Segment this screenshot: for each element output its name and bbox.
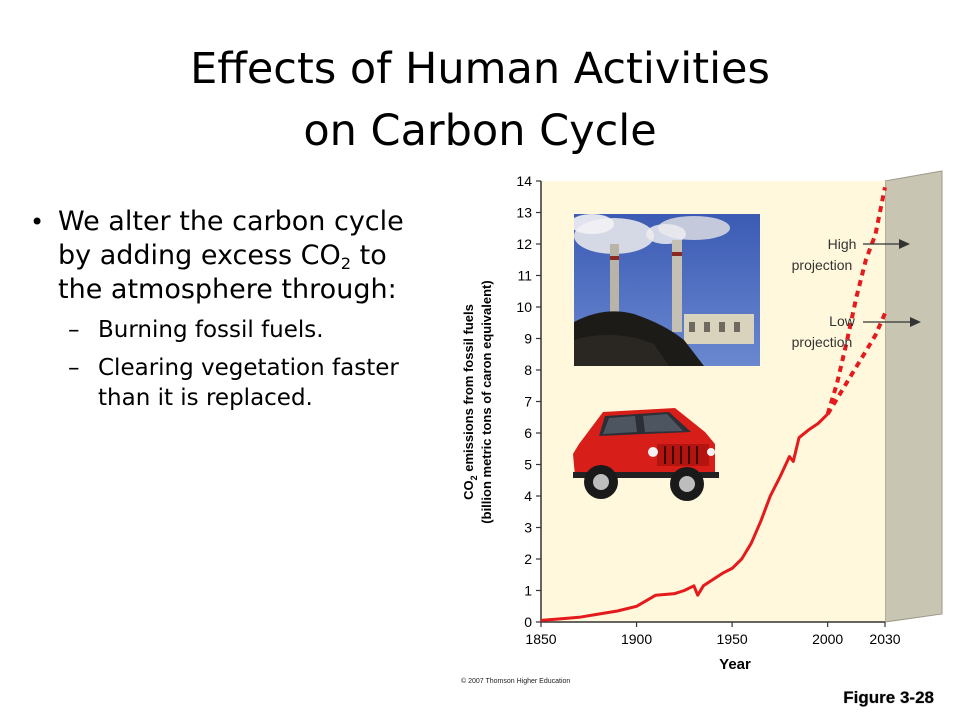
sub-bullet-2: – Clearing vegetation faster than it is … bbox=[30, 353, 410, 413]
series-lines bbox=[540, 186, 887, 622]
y-tick-label: 7 bbox=[524, 394, 532, 410]
dash-icon: – bbox=[68, 317, 80, 343]
y-tick-label: 14 bbox=[516, 173, 532, 189]
slide-title: Effects of Human Activities on Carbon Cy… bbox=[0, 38, 960, 162]
y-tick-label: 13 bbox=[516, 205, 532, 221]
low-projection-line bbox=[825, 312, 887, 416]
panel-depth-side bbox=[884, 170, 943, 623]
bullet-subscript: 2 bbox=[340, 254, 352, 273]
annotation-high-line2: projection bbox=[792, 257, 853, 273]
y-tick-label: 0 bbox=[524, 614, 532, 630]
arrowhead-icon bbox=[910, 317, 921, 327]
y-axis-label-line1: CO2 emissions from fossil fuels bbox=[461, 304, 479, 500]
x-axis-label: Year bbox=[719, 656, 751, 673]
copyright-text: © 2007 Thomson Higher Education bbox=[461, 677, 570, 685]
x-tick-label: 1850 bbox=[525, 631, 556, 647]
ylabel-sub: 2 bbox=[469, 475, 479, 480]
y-tick-label: 1 bbox=[524, 583, 532, 599]
x-axis-ticks: 1850 1900 1950 2000 2030 bbox=[525, 622, 901, 647]
bullet-main: • We alter the carbon cycle by adding ex… bbox=[30, 205, 410, 307]
y-tick-label: 11 bbox=[517, 268, 532, 284]
y-tick-label: 10 bbox=[516, 299, 532, 315]
bullet-text-post: to the atmosphere through: bbox=[58, 240, 397, 305]
bullet-text-pre: We alter the carbon cycle by adding exce… bbox=[58, 206, 404, 271]
dash-icon: – bbox=[68, 355, 80, 381]
red-suv-photo bbox=[565, 398, 721, 504]
title-line-1: Effects of Human Activities bbox=[190, 44, 770, 94]
ylabel-post: emissions from fossil fuels bbox=[461, 304, 476, 475]
y-axis-label-line2: (billion metric tons of caron equivalent… bbox=[479, 280, 494, 523]
figure-label: Figure 3-28 bbox=[843, 688, 934, 707]
annotation-low: Low projection bbox=[792, 313, 921, 350]
x-tick-label: 2000 bbox=[812, 631, 843, 647]
annotation-low-line1: Low bbox=[829, 313, 856, 329]
bullet-list: • We alter the carbon cycle by adding ex… bbox=[30, 205, 410, 413]
y-tick-label: 9 bbox=[524, 331, 532, 347]
sub-bullet-text: Burning fossil fuels. bbox=[98, 317, 324, 343]
ylabel-pre: CO bbox=[461, 480, 476, 500]
y-tick-label: 5 bbox=[524, 457, 532, 473]
historical-emissions-line bbox=[540, 413, 829, 622]
y-tick-label: 8 bbox=[524, 362, 532, 378]
sub-bullet-text: Clearing vegetation faster than it is re… bbox=[98, 355, 399, 411]
x-tick-label: 2030 bbox=[869, 631, 900, 647]
bullet-dot-icon: • bbox=[30, 208, 45, 236]
y-tick-label: 6 bbox=[524, 425, 532, 441]
x-tick-label: 1950 bbox=[717, 631, 748, 647]
sub-bullet-1: – Burning fossil fuels. bbox=[30, 315, 410, 345]
arrowhead-icon bbox=[899, 239, 910, 249]
annotation-low-line2: projection bbox=[792, 334, 853, 350]
y-tick-label: 3 bbox=[524, 520, 532, 536]
power-plant-photo bbox=[574, 214, 760, 366]
annotation-high-line1: High bbox=[828, 236, 857, 252]
annotation-high: High projection bbox=[792, 236, 910, 273]
title-line-2: on Carbon Cycle bbox=[303, 106, 657, 156]
y-tick-label: 4 bbox=[524, 488, 532, 504]
y-tick-label: 12 bbox=[516, 236, 532, 252]
x-tick-label: 1900 bbox=[621, 631, 652, 647]
y-tick-label: 2 bbox=[524, 551, 532, 567]
